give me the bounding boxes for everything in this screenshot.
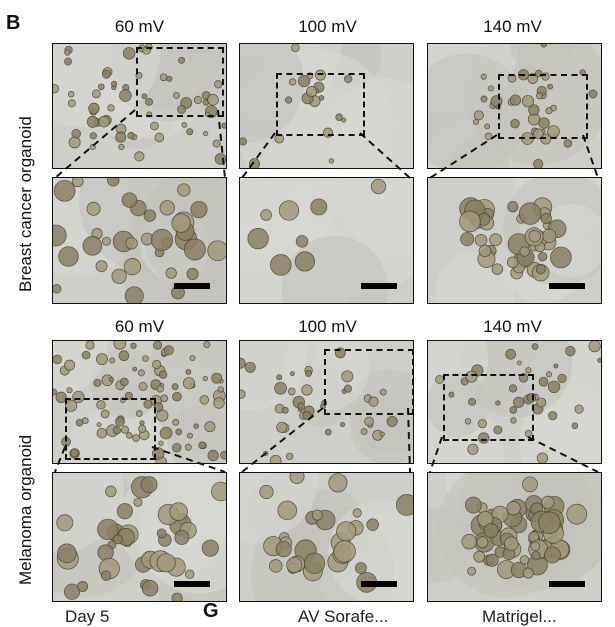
footer-text-matrigel: Matrigel... [482, 607, 557, 626]
zoom-region-box [276, 73, 365, 136]
micrograph-breast-60mv [52, 43, 227, 169]
micrograph-melanoma-60mv-zoom [52, 472, 227, 602]
col-label-r1-100mv: 100 mV [298, 17, 357, 36]
micrograph-melanoma-100mv [239, 340, 414, 464]
col-label-r1-140mv: 140 mV [483, 17, 542, 36]
zoom-region-box [136, 47, 224, 117]
zoom-region-box [324, 349, 413, 415]
col-label-r2-60mv: 60 mV [114, 317, 165, 336]
panel-letter-g: G [203, 600, 219, 622]
row-label-breast: Breast cancer organoid [16, 116, 35, 292]
scale-bar [549, 283, 585, 289]
micrograph-melanoma-140mv-zoom [427, 472, 602, 602]
col-label-r2-140mv: 140 mV [483, 317, 542, 336]
zoom-region-box [443, 374, 534, 441]
micrograph-breast-100mv-zoom [239, 177, 414, 304]
col-label-r2-100mv: 100 mV [298, 317, 357, 336]
micrograph-melanoma-60mv [52, 340, 227, 464]
micrograph-breast-100mv [239, 43, 414, 169]
scale-bar [174, 581, 210, 587]
zoom-region-box [498, 74, 588, 139]
footer-text-day: Day 5 [65, 607, 110, 626]
micrograph-breast-140mv-zoom [427, 177, 602, 304]
micrograph-breast-60mv-zoom [52, 177, 227, 304]
scale-bar [549, 581, 585, 587]
panel-letter-b: B [6, 12, 21, 34]
scale-bar [361, 283, 397, 289]
micrograph-melanoma-100mv-zoom [239, 472, 414, 602]
col-label-r1-60mv: 60 mV [114, 17, 165, 36]
zoom-region-box [65, 398, 156, 460]
scale-bar [361, 581, 397, 587]
micrograph-breast-140mv [427, 43, 602, 169]
row-label-melanoma: Melanoma organoid [16, 434, 35, 585]
micrograph-melanoma-140mv [427, 340, 602, 464]
footer-text-av: AV Sorafe... [298, 607, 389, 626]
scale-bar [174, 283, 210, 289]
